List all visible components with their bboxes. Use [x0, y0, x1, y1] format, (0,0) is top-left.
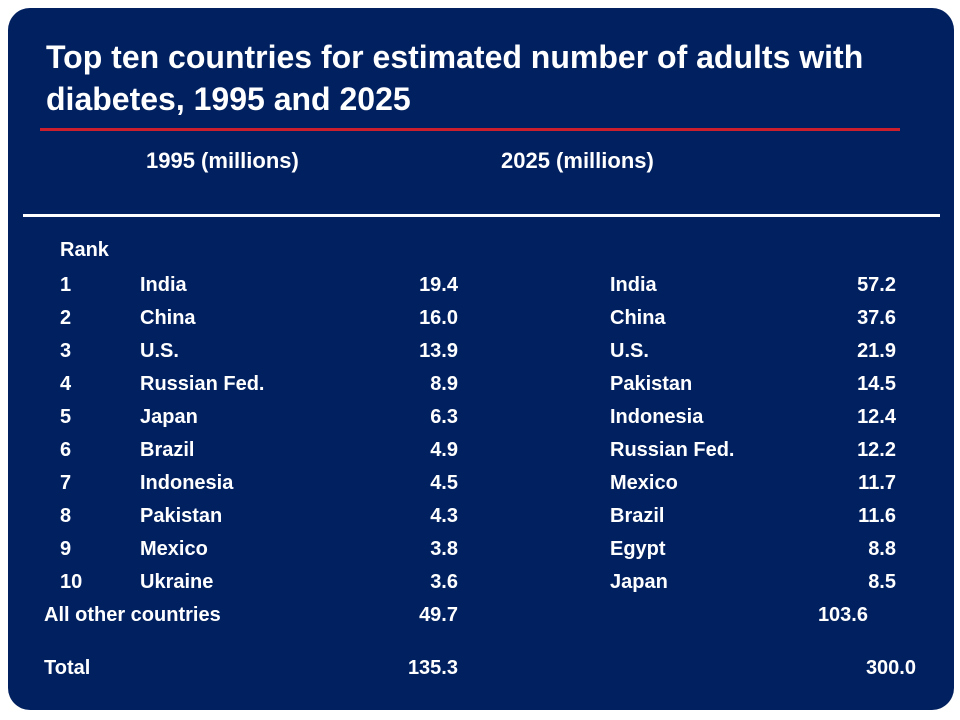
country-2025: Brazil	[610, 505, 665, 527]
rank-cell: 6	[60, 439, 72, 461]
country-1995: Indonesia	[140, 472, 234, 494]
value-1995: 8.9	[430, 373, 458, 395]
value-2025: 12.4	[857, 406, 896, 428]
country-1995: India	[140, 274, 187, 296]
value-1995: 4.5	[430, 472, 458, 494]
rank-cell: 10	[60, 571, 83, 593]
country-1995: U.S.	[140, 340, 179, 362]
value-1995: 4.3	[430, 505, 458, 527]
rank-cell: 7	[60, 472, 72, 494]
rank-cell: 4	[60, 373, 72, 395]
country-2025: Egypt	[610, 538, 666, 560]
country-1995: Mexico	[140, 538, 208, 560]
rank-cell: 3	[60, 340, 72, 362]
country-2025: Pakistan	[610, 373, 693, 395]
country-2025: China	[610, 307, 666, 329]
value-2025: 37.6	[857, 307, 896, 329]
header-2025: 2025 (millions)	[501, 148, 654, 173]
rank-cell: 5	[60, 406, 72, 428]
country-1995: Russian Fed.	[140, 373, 265, 395]
value-1995: 6.3	[430, 406, 458, 428]
country-2025: Indonesia	[610, 406, 704, 428]
rank-cell: 9	[60, 538, 72, 560]
total-value-1995: 135.3	[407, 657, 458, 679]
value-2025: 21.9	[857, 340, 896, 362]
value-2025: 12.2	[857, 439, 896, 461]
value-2025: 14.5	[857, 373, 896, 395]
country-2025: India	[610, 274, 657, 296]
other-label: All other countries	[44, 604, 221, 626]
total-label: Total	[44, 657, 91, 679]
country-2025: Mexico	[610, 472, 678, 494]
value-2025: 11.6	[858, 505, 896, 527]
value-1995: 3.8	[430, 538, 458, 560]
rank-cell: 2	[60, 307, 72, 329]
value-2025: 57.2	[857, 274, 896, 296]
rank-cell: 1	[60, 274, 72, 296]
country-2025: U.S.	[610, 340, 649, 362]
total-value-2025: 300.0	[865, 657, 916, 679]
value-1995: 3.6	[430, 571, 458, 593]
value-1995: 13.9	[419, 340, 458, 362]
country-1995: Japan	[140, 406, 198, 428]
country-1995: Pakistan	[140, 505, 223, 527]
value-1995: 19.4	[419, 274, 458, 296]
other-value-1995: 49.7	[419, 604, 458, 626]
country-2025: Russian Fed.	[610, 439, 735, 461]
value-1995: 16.0	[419, 307, 458, 329]
country-1995: Brazil	[140, 439, 195, 461]
value-2025: 8.5	[868, 571, 896, 593]
value-1995: 4.9	[430, 439, 458, 461]
header-1995: 1995 (millions)	[146, 148, 299, 173]
slide-title: Top ten countries for estimated number o…	[46, 39, 864, 117]
value-2025: 8.8	[868, 538, 896, 560]
slide: Top ten countries for estimated number o…	[8, 8, 954, 710]
title-underline	[40, 128, 900, 131]
country-2025: Japan	[610, 571, 668, 593]
header-divider	[23, 214, 940, 217]
other-value-2025: 103.6	[817, 604, 868, 626]
country-1995: Ukraine	[140, 571, 214, 593]
rank-header: Rank	[60, 239, 109, 261]
rank-cell: 8	[60, 505, 72, 527]
country-1995: China	[140, 307, 196, 329]
value-2025: 11.7	[858, 472, 896, 494]
